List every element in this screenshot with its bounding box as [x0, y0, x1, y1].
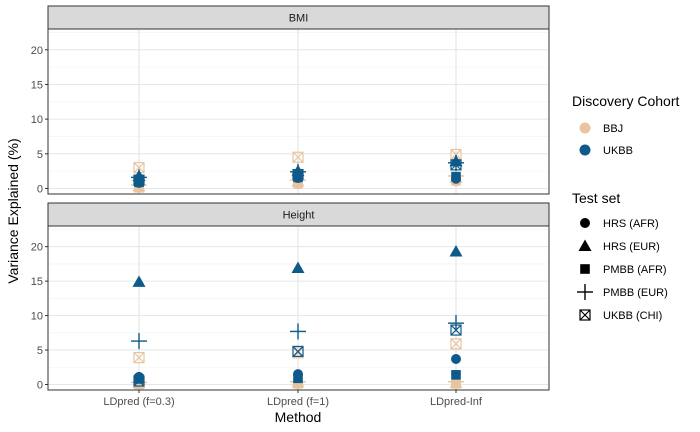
- points: [131, 148, 464, 193]
- data-point-ukbb-hrs-eur: [449, 244, 463, 257]
- data-point-ukbb-pmbb-afr: [134, 374, 144, 384]
- y-tick-label: 20: [31, 242, 43, 254]
- y-axis-title: Variance Explained (%): [5, 138, 21, 283]
- data-point-ukbb-pmbb-afr: [451, 171, 461, 182]
- y-tick-label: 0: [37, 183, 43, 195]
- legend-item-hrs-afr: HRS (AFR): [580, 218, 659, 230]
- legend-title-test: Test set: [572, 190, 620, 206]
- data-point-ukbb-ukbb-chi: [292, 168, 304, 181]
- data-point-ukbb-ukbb-chi: [133, 174, 145, 186]
- panel-bmi: BMI 0 5 10 15 20: [31, 5, 550, 195]
- legend-item-label: HRS (EUR): [603, 241, 660, 253]
- y-tick-label: 5: [37, 345, 43, 357]
- legend-item-label: UKBB (CHI): [603, 310, 662, 322]
- y-tick-label: 10: [31, 114, 43, 126]
- panel-height: Height 0 5 10 15 20: [31, 202, 550, 391]
- y-tick-label: 15: [31, 79, 43, 91]
- y-tick-label: 5: [37, 149, 43, 161]
- legend-key-square: [580, 264, 590, 274]
- data-point-bbj-ukbb-chi: [450, 338, 462, 350]
- data-point-bbj-ukbb-chi: [133, 352, 145, 364]
- legend-item-label: UKBB: [603, 145, 633, 157]
- legend-item-ukbb: UKBB: [579, 144, 633, 157]
- legend-item-pmbb-afr: PMBB (AFR): [580, 264, 667, 276]
- x-axis-title: Method: [275, 409, 322, 425]
- facet-strip-label: Height: [283, 210, 315, 222]
- legend-key-plus: [577, 284, 593, 300]
- y-tick-label: 10: [31, 311, 43, 323]
- points: [131, 244, 464, 391]
- data-point-ukbb-hrs-eur: [291, 261, 305, 274]
- legend-item-ukbb-chi: UKBB (CHI): [579, 309, 662, 322]
- legend-item-bbj: BBJ: [579, 122, 623, 135]
- data-point-ukbb-ukbb-chi: [292, 345, 304, 358]
- y-tick-label: 15: [31, 276, 43, 288]
- legend-item-pmbb-eur: PMBB (EUR): [577, 284, 668, 300]
- legend: Discovery Cohort BBJ UKBB Test set HRS (A…: [572, 93, 679, 322]
- data-point-ukbb-hrs-afr: [451, 353, 461, 364]
- legend-item-hrs-eur: HRS (EUR): [578, 239, 660, 253]
- legend-item-label: HRS (AFR): [603, 218, 659, 230]
- panel-border: [47, 28, 550, 195]
- legend-key-triangle: [578, 239, 592, 251]
- legend-key-circle: [579, 122, 591, 134]
- facet-strip-label: BMI: [289, 13, 309, 25]
- legend-item-label: PMBB (AFR): [603, 264, 667, 276]
- facet-panels: BMI 0 5 10 15 20 Height 0 5 10 15 20: [31, 5, 550, 391]
- data-point-ukbb-hrs-eur: [132, 275, 146, 287]
- data-point-ukbb-pmbb-eur: [131, 333, 147, 350]
- legend-item-label: BBJ: [603, 123, 623, 135]
- x-tick-label: LDpred (f=0.3): [103, 396, 174, 408]
- legend-key-circle: [579, 144, 591, 156]
- x-axis: LDpred (f=0.3) LDpred (f=1) LDpred-Inf: [103, 390, 483, 408]
- legend-key-circle: [580, 218, 590, 228]
- legend-title-cohort: Discovery Cohort: [572, 93, 679, 109]
- y-tick-label: 0: [37, 379, 43, 391]
- legend-key-boxed-x: [579, 309, 591, 321]
- data-point-ukbb-pmbb-eur: [290, 323, 306, 340]
- x-tick-label: LDpred (f=1): [267, 396, 329, 408]
- data-point-ukbb-pmbb-afr: [293, 373, 303, 384]
- data-point-ukbb-pmbb-eur: [448, 315, 464, 332]
- data-point-ukbb-ukbb-chi: [133, 375, 145, 387]
- data-point-bbj-ukbb-chi: [292, 151, 304, 163]
- data-point-ukbb-ukbb-chi: [450, 324, 462, 336]
- data-point-ukbb-pmbb-afr: [451, 370, 461, 380]
- x-tick-label: LDpred-Inf: [430, 396, 483, 408]
- y-tick-label: 20: [31, 45, 43, 57]
- data-point-ukbb-ukbb-chi: [450, 159, 462, 171]
- legend-item-label: PMBB (EUR): [603, 287, 668, 299]
